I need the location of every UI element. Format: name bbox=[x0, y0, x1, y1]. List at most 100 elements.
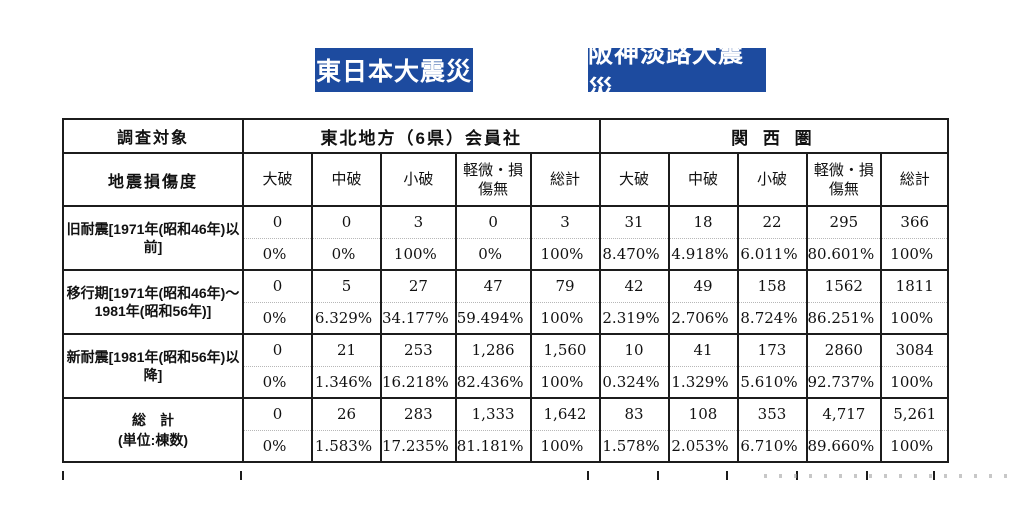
section-header-tohoku: 東北地方（6県）会員社 bbox=[242, 118, 601, 154]
percent-cell: 100% bbox=[880, 365, 950, 399]
banner-east-japan-earthquake: 東日本大震災 bbox=[315, 48, 473, 92]
count-cell: 79 bbox=[529, 269, 601, 303]
count-cell: 283 bbox=[380, 397, 457, 431]
count-cell: 2860 bbox=[805, 333, 883, 367]
percent-cell: 6.329% bbox=[311, 301, 382, 335]
count-cell: 1,560 bbox=[529, 333, 601, 367]
count-cell: 295 bbox=[805, 205, 883, 239]
col-header-kansai-moderate: 中破 bbox=[667, 152, 739, 207]
count-cell: 158 bbox=[736, 269, 808, 303]
percent-cell: 17.235% bbox=[380, 429, 457, 463]
percent-cell: 8.470% bbox=[598, 237, 670, 271]
count-cell: 108 bbox=[667, 397, 739, 431]
percent-cell: 82.436% bbox=[454, 365, 532, 399]
count-cell: 0 bbox=[311, 205, 382, 239]
count-cell: 5,261 bbox=[880, 397, 950, 431]
count-cell: 31 bbox=[598, 205, 670, 239]
corner-header-survey-target: 調査対象 bbox=[62, 118, 244, 154]
percent-cell: 0% bbox=[242, 429, 313, 463]
percent-cell: 1.578% bbox=[598, 429, 670, 463]
table-crop-stub bbox=[240, 471, 242, 480]
row-label-grand-total: 総 計 (単位:棟数) bbox=[62, 397, 244, 463]
count-cell: 83 bbox=[598, 397, 670, 431]
count-cell: 3 bbox=[380, 205, 457, 239]
count-cell: 1,642 bbox=[529, 397, 601, 431]
col-header-tohoku-moderate: 中破 bbox=[311, 152, 382, 207]
count-cell: 49 bbox=[667, 269, 739, 303]
count-cell: 1811 bbox=[880, 269, 950, 303]
percent-cell: 34.177% bbox=[380, 301, 457, 335]
percent-cell: 5.610% bbox=[736, 365, 808, 399]
percent-cell: 1.329% bbox=[667, 365, 739, 399]
percent-cell: 100% bbox=[529, 301, 601, 335]
percent-cell: 4.918% bbox=[667, 237, 739, 271]
count-cell: 21 bbox=[311, 333, 382, 367]
header-row-damage-levels: 地震損傷度 大破 中破 小破 軽微・損傷無 総計 大破 中破 小破 軽微・損傷無… bbox=[62, 152, 950, 207]
percent-cell: 92.737% bbox=[805, 365, 883, 399]
percent-cell: 6.710% bbox=[736, 429, 808, 463]
table-crop-stub bbox=[62, 471, 64, 480]
col-header-tohoku-total: 総計 bbox=[529, 152, 601, 207]
count-cell: 353 bbox=[736, 397, 808, 431]
count-cell: 22 bbox=[736, 205, 808, 239]
percent-cell: 0% bbox=[311, 237, 382, 271]
count-cell: 0 bbox=[242, 205, 313, 239]
percent-cell: 100% bbox=[880, 301, 950, 335]
col-header-kansai-severe: 大破 bbox=[598, 152, 670, 207]
count-cell: 253 bbox=[380, 333, 457, 367]
count-cell: 0 bbox=[242, 333, 313, 367]
percent-cell: 16.218% bbox=[380, 365, 457, 399]
percent-cell: 0.324% bbox=[598, 365, 670, 399]
percent-cell: 100% bbox=[880, 237, 950, 271]
percent-cell: 0% bbox=[242, 365, 313, 399]
percent-cell: 59.494% bbox=[454, 301, 532, 335]
illegible-cropped-footnote bbox=[764, 474, 1012, 478]
header-row-survey-target: 調査対象 東北地方（6県）会員社 関 西 圏 bbox=[62, 118, 950, 154]
earthquake-damage-table: 調査対象 東北地方（6県）会員社 関 西 圏 地震損傷度 大破 中破 小破 軽微… bbox=[62, 118, 950, 463]
count-cell: 47 bbox=[454, 269, 532, 303]
row-grand-total-percents: 0% 1.583% 17.235% 81.181% 100% 1.578% 2.… bbox=[63, 429, 950, 463]
percent-cell: 80.601% bbox=[805, 237, 883, 271]
damage-degree-header: 地震損傷度 bbox=[62, 152, 244, 207]
percent-cell: 0% bbox=[242, 237, 313, 271]
percent-cell: 6.011% bbox=[736, 237, 808, 271]
row-label-new-seismic: 新耐震[1981年(昭和56年)以降] bbox=[62, 333, 244, 399]
count-cell: 27 bbox=[380, 269, 457, 303]
percent-cell: 2.706% bbox=[667, 301, 739, 335]
count-cell: 1562 bbox=[805, 269, 883, 303]
percent-cell: 100% bbox=[529, 237, 601, 271]
count-cell: 1,333 bbox=[454, 397, 532, 431]
section-header-kansai: 関 西 圏 bbox=[598, 118, 950, 154]
col-header-tohoku-severe: 大破 bbox=[242, 152, 313, 207]
percent-cell: 2.053% bbox=[667, 429, 739, 463]
count-cell: 1,286 bbox=[454, 333, 532, 367]
percent-cell: 89.660% bbox=[805, 429, 883, 463]
count-cell: 3084 bbox=[880, 333, 950, 367]
table-crop-stub bbox=[657, 471, 659, 480]
percent-cell: 2.319% bbox=[598, 301, 670, 335]
count-cell: 10 bbox=[598, 333, 670, 367]
percent-cell: 86.251% bbox=[805, 301, 883, 335]
percent-cell: 1.583% bbox=[311, 429, 382, 463]
count-cell: 41 bbox=[667, 333, 739, 367]
row-old-seismic-percents: 0% 0% 100% 0% 100% 8.470% 4.918% 6.011% … bbox=[63, 237, 950, 271]
row-new-seismic-percents: 0% 1.346% 16.218% 82.436% 100% 0.324% 1.… bbox=[63, 365, 950, 399]
row-old-seismic-counts: 旧耐震[1971年(昭和46年)以前] 0 0 3 0 3 31 18 22 2… bbox=[62, 205, 950, 271]
percent-cell: 1.346% bbox=[311, 365, 382, 399]
row-new-seismic-counts: 新耐震[1981年(昭和56年)以降] 0 21 253 1,286 1,560… bbox=[62, 333, 950, 399]
col-header-kansai-slight-none: 軽微・損傷無 bbox=[805, 152, 883, 207]
percent-cell: 81.181% bbox=[454, 429, 532, 463]
percent-cell: 100% bbox=[380, 237, 457, 271]
unit-label: (単位:棟数) bbox=[118, 432, 188, 448]
count-cell: 5 bbox=[311, 269, 382, 303]
row-label-old-seismic: 旧耐震[1971年(昭和46年)以前] bbox=[62, 205, 244, 271]
row-label-transition: 移行期[1971年(昭和46年)～1981年(昭和56年)] bbox=[62, 269, 244, 335]
count-cell: 366 bbox=[880, 205, 950, 239]
count-cell: 3 bbox=[529, 205, 601, 239]
grand-total-label: 総 計 bbox=[132, 412, 174, 428]
count-cell: 0 bbox=[242, 397, 313, 431]
count-cell: 0 bbox=[242, 269, 313, 303]
table-crop-stub bbox=[726, 471, 728, 480]
col-header-tohoku-minor: 小破 bbox=[380, 152, 457, 207]
